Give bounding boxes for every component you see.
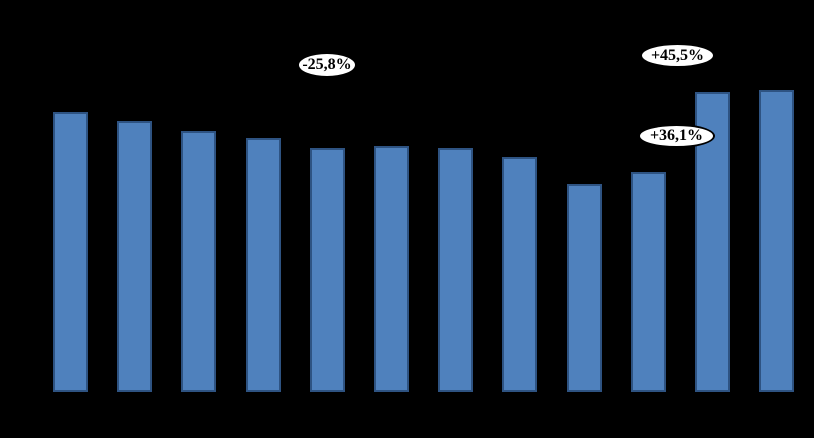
bar-5 [310,148,345,392]
callout-ellipse-3: +36,1% [638,124,715,148]
bar-6 [374,146,409,392]
bar-1 [53,112,88,392]
bar-9 [567,184,602,392]
bar-12 [759,90,794,392]
callout-label: +36,1% [649,127,704,144]
bar-4 [246,138,281,392]
callout-label: +45,5% [650,46,705,64]
callout-ellipse-1: -25,8% [297,52,357,78]
bar-8 [502,157,537,392]
bar-7 [438,148,473,392]
bar-2 [117,121,152,392]
bar-3 [181,131,216,392]
callout-label: -25,8% [302,56,352,73]
callout-ellipse-2: +45,5% [640,43,715,68]
bar-10 [631,172,666,392]
